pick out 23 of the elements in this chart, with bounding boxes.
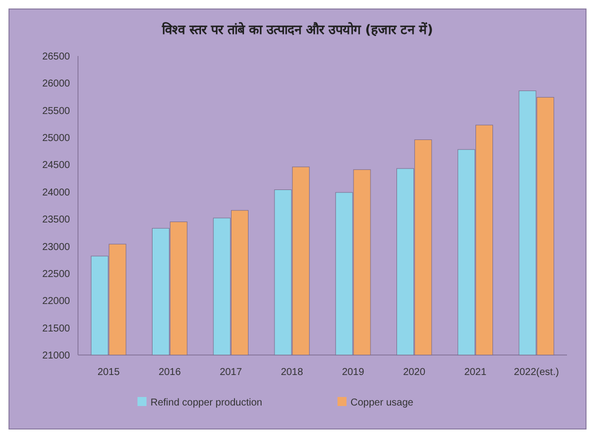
legend-label: Refind copper production bbox=[150, 398, 262, 408]
y-tick-label: 22500 bbox=[42, 268, 70, 280]
x-tick-label: 2016 bbox=[158, 367, 182, 378]
y-tick-label: 26500 bbox=[42, 52, 70, 62]
x-tick-label: 2019 bbox=[342, 367, 365, 378]
chart-title: विश्व स्तर पर तांबे का उत्पादन और उपयोग (हजार टन में) bbox=[160, 22, 434, 38]
y-tick-label: 24500 bbox=[42, 160, 70, 172]
x-tick-label: 2022(est.) bbox=[514, 367, 559, 378]
legend-label: Copper usage bbox=[350, 398, 414, 408]
x-tick-label: 2020 bbox=[403, 367, 426, 378]
x-tick-label: 2017 bbox=[220, 367, 242, 378]
y-tick-label: 26000 bbox=[42, 78, 70, 90]
y-tick-label: 25000 bbox=[42, 133, 70, 144]
y-tick-label: 23000 bbox=[42, 242, 70, 253]
y-tick-label: 25500 bbox=[42, 106, 70, 117]
y-tick-label: 21000 bbox=[42, 350, 70, 362]
y-tick-label: 24000 bbox=[42, 187, 70, 198]
y-tick-label: 22000 bbox=[42, 296, 70, 308]
y-tick-label: 23500 bbox=[42, 214, 70, 226]
x-tick-label: 2021 bbox=[464, 367, 487, 378]
x-tick-label: 2018 bbox=[280, 367, 304, 378]
x-tick-label: 2015 bbox=[97, 367, 120, 378]
y-tick-label: 21500 bbox=[42, 323, 70, 334]
